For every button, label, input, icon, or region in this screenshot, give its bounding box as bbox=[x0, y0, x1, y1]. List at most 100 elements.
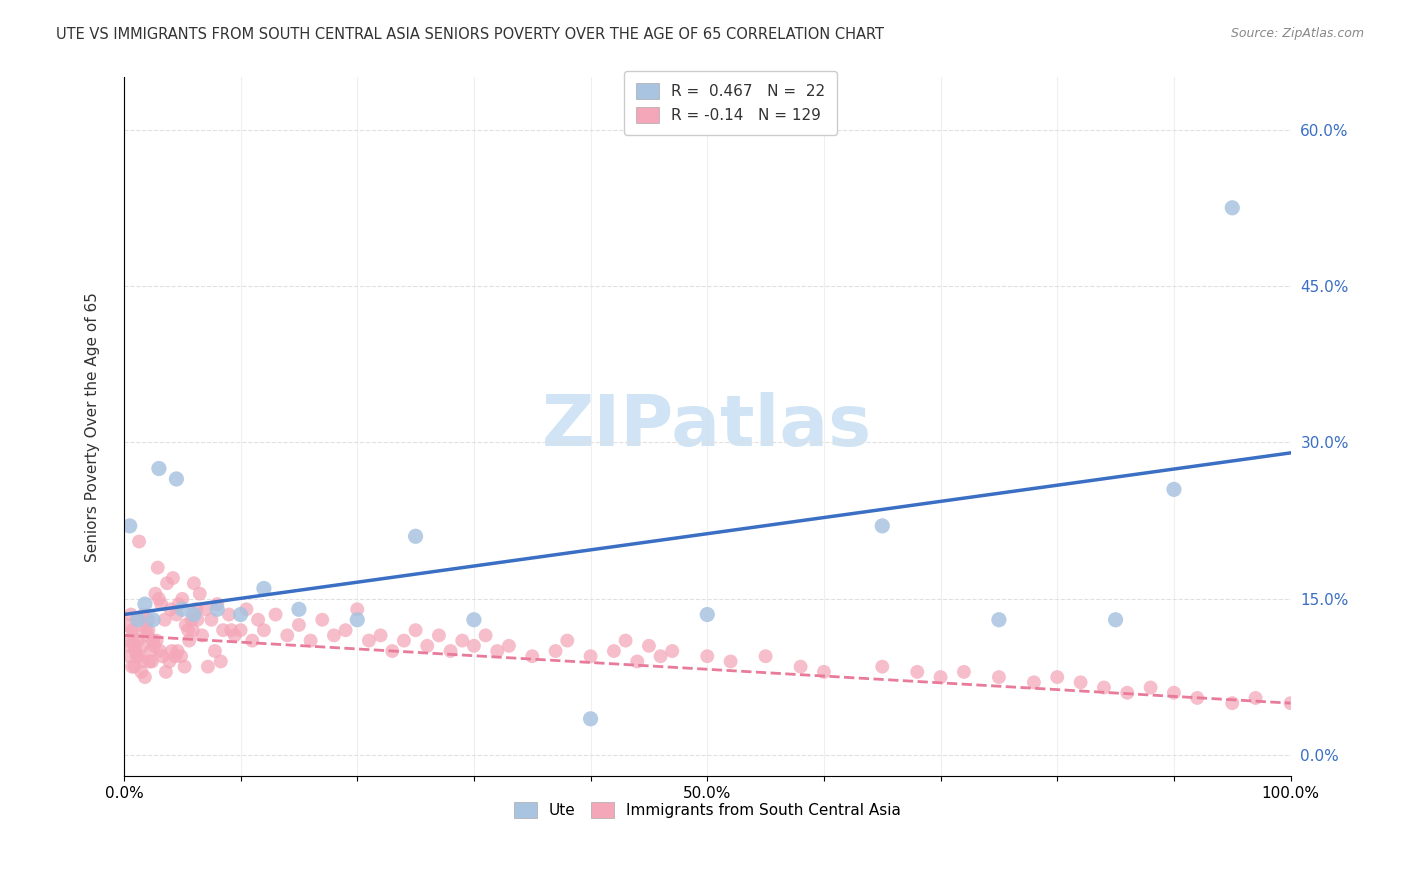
Point bbox=[131, 655, 153, 669]
Point bbox=[172, 602, 194, 616]
Point bbox=[229, 607, 252, 622]
Point bbox=[346, 602, 368, 616]
Point bbox=[162, 571, 184, 585]
Point bbox=[207, 602, 229, 616]
Point bbox=[148, 591, 170, 606]
Point bbox=[209, 655, 232, 669]
Point bbox=[129, 618, 152, 632]
Point bbox=[1046, 670, 1069, 684]
Point bbox=[813, 665, 835, 679]
Legend: Ute, Immigrants from South Central Asia: Ute, Immigrants from South Central Asia bbox=[508, 797, 907, 824]
Text: ZIPatlas: ZIPatlas bbox=[543, 392, 872, 461]
Point bbox=[183, 576, 205, 591]
Point bbox=[370, 628, 392, 642]
Point bbox=[720, 655, 742, 669]
Point bbox=[121, 659, 143, 673]
Point bbox=[522, 649, 544, 664]
Point bbox=[165, 649, 187, 664]
Point bbox=[160, 644, 183, 658]
Point bbox=[197, 659, 219, 673]
Point bbox=[186, 613, 208, 627]
Text: Source: ZipAtlas.com: Source: ZipAtlas.com bbox=[1230, 27, 1364, 40]
Point bbox=[124, 644, 146, 658]
Point bbox=[118, 649, 141, 664]
Point bbox=[142, 613, 165, 627]
Point bbox=[159, 602, 181, 616]
Point bbox=[439, 644, 461, 658]
Point bbox=[150, 597, 173, 611]
Point bbox=[138, 613, 160, 627]
Point bbox=[1187, 690, 1209, 705]
Point bbox=[253, 623, 276, 637]
Point bbox=[135, 623, 157, 637]
Point bbox=[870, 659, 893, 673]
Point bbox=[1220, 201, 1243, 215]
Point bbox=[148, 461, 170, 475]
Point bbox=[240, 633, 263, 648]
Point bbox=[381, 644, 404, 658]
Point bbox=[146, 560, 169, 574]
Point bbox=[132, 607, 155, 622]
Point bbox=[335, 623, 357, 637]
Point bbox=[953, 665, 976, 679]
Point bbox=[212, 623, 235, 637]
Point bbox=[177, 623, 200, 637]
Point bbox=[1163, 686, 1185, 700]
Point bbox=[194, 602, 217, 616]
Point bbox=[1116, 686, 1139, 700]
Point bbox=[1022, 675, 1045, 690]
Point bbox=[264, 607, 287, 622]
Point bbox=[188, 587, 211, 601]
Point bbox=[603, 644, 626, 658]
Point bbox=[416, 639, 439, 653]
Point bbox=[929, 670, 952, 684]
Point bbox=[131, 639, 153, 653]
Point bbox=[555, 633, 578, 648]
Point bbox=[224, 628, 246, 642]
Point bbox=[870, 519, 893, 533]
Point bbox=[288, 602, 311, 616]
Point bbox=[392, 633, 415, 648]
Point bbox=[157, 655, 180, 669]
Point bbox=[498, 639, 520, 653]
Point bbox=[486, 644, 509, 658]
Point bbox=[579, 712, 602, 726]
Point bbox=[138, 623, 160, 637]
Point bbox=[179, 633, 201, 648]
Point bbox=[121, 623, 143, 637]
Point bbox=[299, 633, 322, 648]
Point bbox=[614, 633, 637, 648]
Point bbox=[145, 633, 167, 648]
Point bbox=[661, 644, 683, 658]
Y-axis label: Seniors Poverty Over the Age of 65: Seniors Poverty Over the Age of 65 bbox=[86, 292, 100, 562]
Point bbox=[153, 613, 176, 627]
Point bbox=[1279, 696, 1302, 710]
Point bbox=[124, 659, 146, 673]
Point bbox=[276, 628, 298, 642]
Point bbox=[165, 607, 187, 622]
Point bbox=[987, 613, 1010, 627]
Text: UTE VS IMMIGRANTS FROM SOUTH CENTRAL ASIA SENIORS POVERTY OVER THE AGE OF 65 COR: UTE VS IMMIGRANTS FROM SOUTH CENTRAL ASI… bbox=[56, 27, 884, 42]
Point bbox=[1244, 690, 1267, 705]
Point bbox=[139, 644, 162, 658]
Point bbox=[905, 665, 928, 679]
Point bbox=[191, 628, 214, 642]
Point bbox=[1092, 681, 1115, 695]
Point bbox=[128, 534, 150, 549]
Point bbox=[118, 519, 141, 533]
Point bbox=[166, 644, 188, 658]
Point bbox=[141, 655, 163, 669]
Point bbox=[1070, 675, 1092, 690]
Point bbox=[218, 607, 240, 622]
Point bbox=[131, 665, 153, 679]
Point bbox=[124, 639, 146, 653]
Point bbox=[183, 607, 205, 622]
Point bbox=[174, 618, 197, 632]
Point bbox=[186, 602, 208, 616]
Point bbox=[987, 670, 1010, 684]
Point bbox=[1163, 483, 1185, 497]
Point bbox=[1139, 681, 1161, 695]
Point bbox=[127, 613, 149, 627]
Point bbox=[346, 613, 368, 627]
Point bbox=[173, 659, 195, 673]
